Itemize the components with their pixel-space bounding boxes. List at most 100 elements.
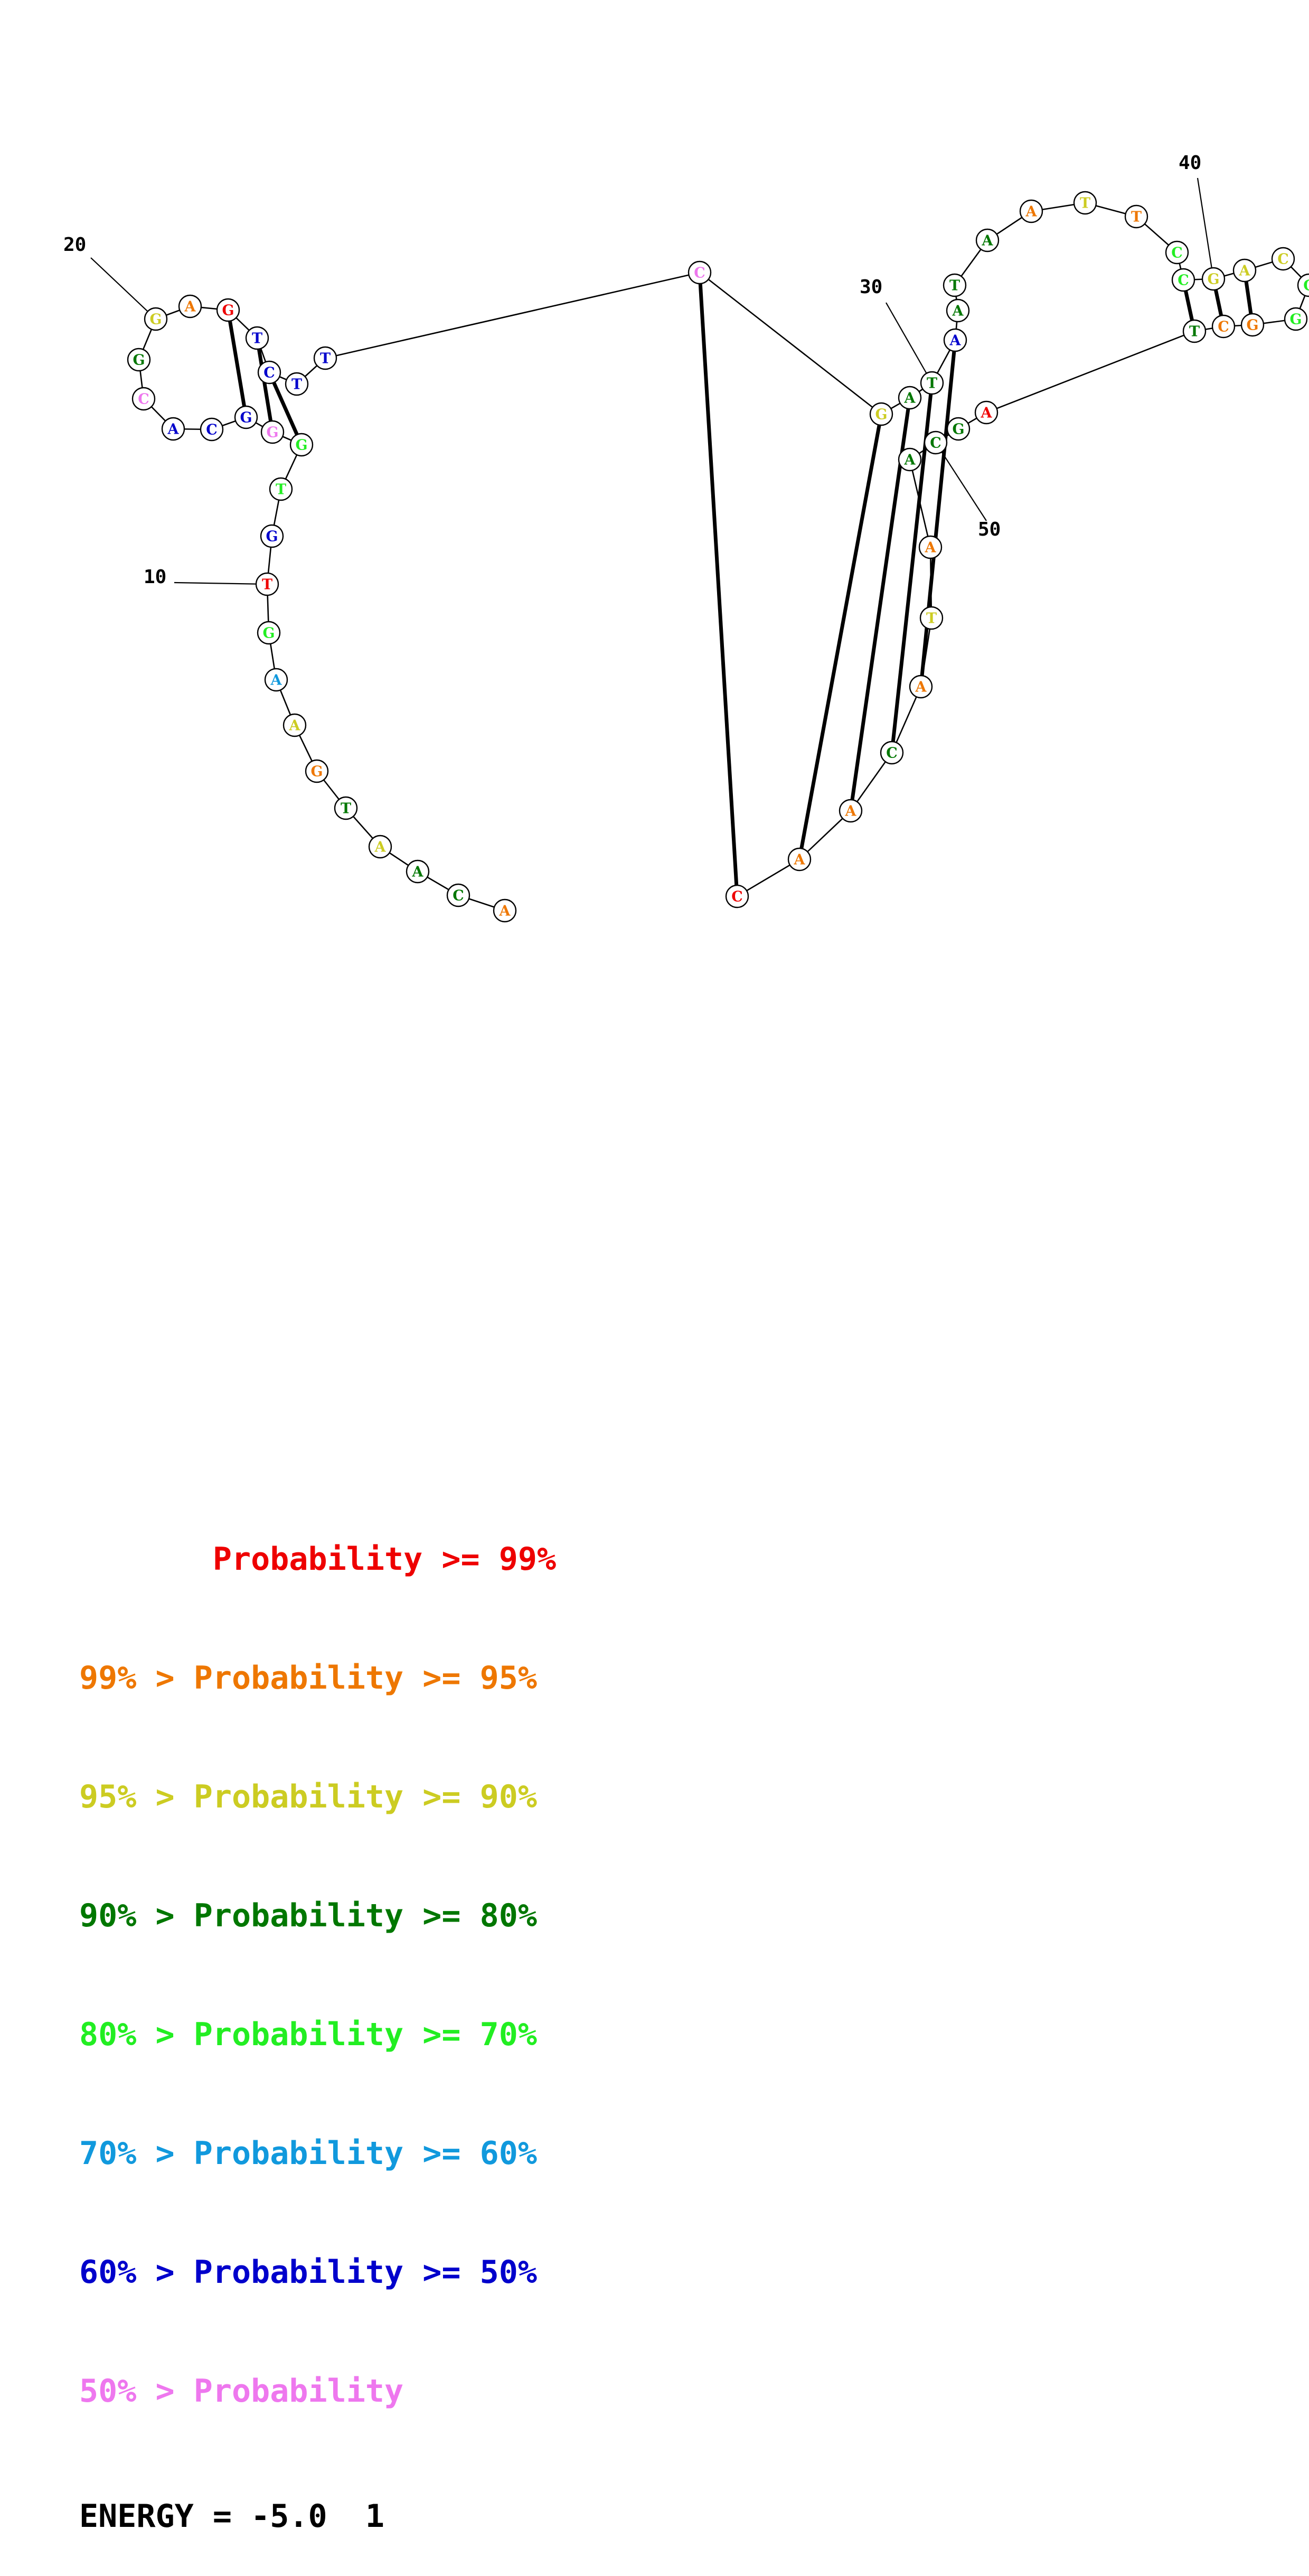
index-leaders: [90, 177, 1214, 585]
nucleotide: A: [918, 535, 943, 559]
legend-row-70-80: 80% > Probability >= 70%: [79, 2016, 537, 2053]
base-pair-bond: [1244, 281, 1253, 314]
nucleotide: T: [285, 372, 309, 396]
nucleotide-circle: [493, 898, 517, 923]
nucleotide-letter: T: [341, 801, 351, 817]
nucleotide-letter: G: [875, 407, 887, 423]
nucleotide-circle: [200, 417, 224, 442]
nucleotide-circle: [260, 420, 285, 444]
index-leader: [886, 302, 933, 383]
nucleotide: G: [1201, 267, 1226, 291]
nucleotide-circle: [725, 884, 749, 908]
nucleotide: A: [975, 228, 1000, 252]
energy-value: ENERGY = -5.0 1: [79, 2498, 384, 2535]
nucleotide-letter: A: [289, 718, 301, 734]
nucleotide-letter: T: [262, 577, 272, 593]
nucleotide-circle: [898, 447, 922, 472]
nucleotide-circle: [264, 668, 288, 692]
nucleotide-letter: A: [845, 803, 857, 820]
nucleotide-letter: C: [453, 888, 464, 904]
nucleotide: A: [493, 898, 517, 923]
nucleotide-letter: C: [694, 265, 705, 282]
nucleotide-circle: [260, 524, 284, 548]
nucleotide-letter: G: [1289, 312, 1302, 328]
nucleotide: T: [334, 796, 358, 820]
nucleotide-circle: [839, 799, 863, 823]
nucleotide-letter: G: [952, 421, 964, 438]
nucleotide: C: [446, 883, 470, 907]
nucleotide: A: [1019, 199, 1043, 223]
nucleotide-circle: [285, 372, 309, 396]
nucleotide: A: [946, 298, 970, 323]
nucleotide-letter: G: [266, 425, 278, 441]
nucleotide: T: [1182, 319, 1207, 343]
base-pair-bond: [257, 349, 273, 421]
nucleotide-circle: [688, 260, 712, 285]
nucleotide-circle: [946, 298, 970, 323]
nucleotide-letter: C: [1277, 251, 1289, 268]
nucleotide: T: [313, 346, 337, 370]
nucleotide-circle: [269, 477, 293, 501]
nucleotide-circle: [943, 273, 967, 297]
nucleotide-letter: A: [1025, 204, 1038, 220]
nucleotide-letter: A: [184, 299, 196, 315]
index-label-50: 50: [978, 519, 1001, 540]
nucleotide-circle: [1211, 314, 1236, 339]
nucleotide: A: [178, 294, 202, 319]
nucleotide: A: [161, 417, 185, 441]
nucleotide-letter: A: [952, 303, 964, 320]
legend-row-95-99: 99% > Probability >= 95%: [79, 1660, 537, 1697]
nucleotide-letter: G: [149, 312, 162, 328]
backbone-segment: [929, 547, 933, 619]
nucleotide: C: [725, 884, 749, 908]
nucleotide-letter: C: [930, 435, 941, 452]
nucleotide-circle: [255, 572, 279, 596]
nucleotide-circle: [178, 294, 202, 319]
legend-row-90-95: 95% > Probability >= 90%: [79, 1778, 537, 1815]
nucleotide-circle: [787, 847, 812, 872]
nucleotide-letter: A: [981, 405, 993, 421]
nucleotide-letter: A: [982, 233, 994, 249]
index-leader: [935, 442, 987, 521]
legend-row-60-70: 70% > Probability >= 60%: [79, 2135, 537, 2172]
base-pair-bond: [1184, 290, 1194, 321]
backbone-segment: [325, 271, 700, 359]
nucleotide: C: [1165, 240, 1189, 265]
nucleotide: G: [946, 417, 971, 441]
nucleotide-circle: [1124, 204, 1148, 229]
nucleotide: C: [1271, 247, 1295, 271]
probability-legend: Probability >= 99% 99% > Probability >= …: [79, 1460, 556, 2576]
backbone-segment: [699, 271, 882, 415]
nucleotide-letter: T: [926, 611, 937, 627]
legend-row-ge-99: Probability >= 99%: [79, 1541, 557, 1578]
backbone-segment: [986, 330, 1195, 414]
nucleotide-circle: [918, 535, 943, 559]
base-pair-bond: [1213, 289, 1223, 316]
nucleotide-circle: [1271, 247, 1295, 271]
nucleotide-letter: A: [167, 421, 180, 438]
nucleotide: T: [269, 477, 293, 501]
nucleotide: T: [1073, 191, 1097, 215]
nucleotide-letter: G: [1207, 271, 1219, 288]
legend-row-50-60: 60% > Probability >= 50%: [79, 2254, 537, 2291]
index-label-30: 30: [860, 276, 882, 298]
nucleotide-letter: A: [794, 852, 806, 868]
nucleotide-letter: A: [374, 839, 387, 856]
nucleotide: T: [1124, 204, 1148, 229]
nucleotide: A: [898, 447, 922, 472]
nucleotide: G: [144, 307, 168, 331]
base-pair-bonds: [228, 281, 1253, 886]
nucleotide-letter: T: [252, 331, 262, 347]
nucleotide-circle: [313, 346, 337, 370]
nucleotide-circle: [1232, 258, 1257, 283]
nucleotide: G: [216, 298, 240, 322]
nucleotide: C: [1211, 314, 1236, 339]
nucleotide-circle: [446, 883, 470, 907]
nucleotide-letter: G: [240, 410, 252, 426]
nucleotide-letter: T: [927, 376, 937, 392]
nucleotide-circle: [257, 621, 281, 645]
nucleotide-letter: A: [949, 333, 962, 349]
nucleotide: C: [880, 741, 904, 765]
nucleotide-letter: A: [904, 390, 916, 407]
nucleotide-letter: G: [133, 352, 145, 369]
